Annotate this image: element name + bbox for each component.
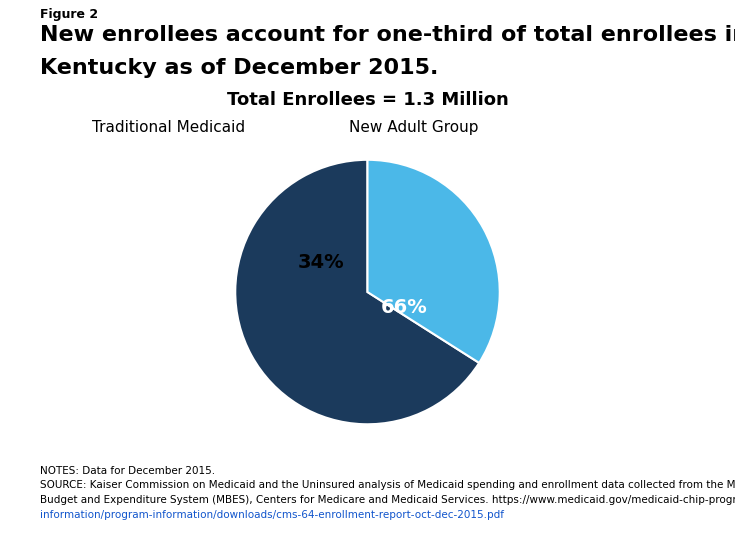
Text: 34%: 34% [298,253,345,272]
Text: New enrollees account for one-third of total enrollees in: New enrollees account for one-third of t… [40,25,735,45]
Text: THE HENRY J.: THE HENRY J. [648,489,689,495]
Text: SOURCE: Kaiser Commission on Medicaid and the Uninsured analysis of Medicaid spe: SOURCE: Kaiser Commission on Medicaid an… [40,480,735,490]
Text: Total Enrollees = 1.3 Million: Total Enrollees = 1.3 Million [226,91,509,109]
Text: Kentucky as of December 2015.: Kentucky as of December 2015. [40,58,439,78]
Text: FOUNDATION: FOUNDATION [648,529,689,534]
Text: Traditional Medicaid: Traditional Medicaid [92,120,245,134]
Wedge shape [368,160,500,363]
Text: Figure 2: Figure 2 [40,8,98,21]
Text: FAMILY: FAMILY [645,511,693,524]
Text: 66%: 66% [381,299,428,317]
Text: KAISER: KAISER [643,498,695,511]
Text: Budget and Expenditure System (MBES), Centers for Medicare and Medicaid Services: Budget and Expenditure System (MBES), Ce… [40,495,735,505]
Text: NOTES: Data for December 2015.: NOTES: Data for December 2015. [40,466,215,476]
Wedge shape [235,160,479,424]
Text: New Adult Group: New Adult Group [349,120,478,134]
Text: information/program-information/downloads/cms-64-enrollment-report-oct-dec-2015.: information/program-information/download… [40,510,504,520]
